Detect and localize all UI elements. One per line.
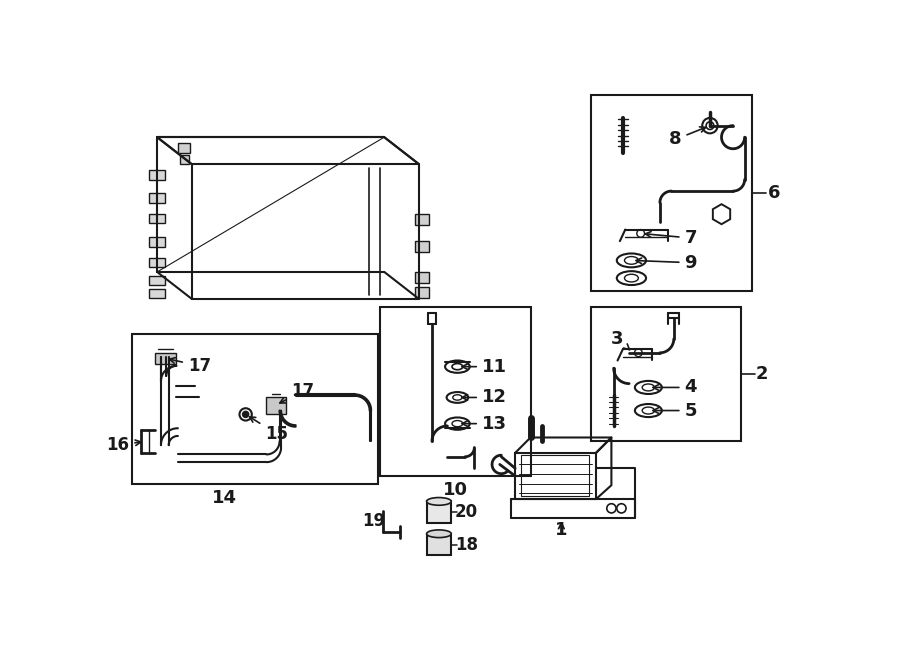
Bar bbox=[149, 214, 165, 224]
Bar bbox=[178, 142, 190, 154]
Circle shape bbox=[243, 411, 248, 418]
Bar bbox=[149, 289, 165, 298]
Bar bbox=[427, 534, 451, 555]
Text: 16: 16 bbox=[106, 436, 141, 454]
Bar bbox=[180, 155, 189, 164]
Bar bbox=[427, 501, 451, 523]
Text: 19: 19 bbox=[362, 512, 385, 530]
Bar bbox=[149, 170, 165, 179]
Bar bbox=[415, 241, 429, 252]
Text: 18: 18 bbox=[455, 536, 478, 553]
Text: 13: 13 bbox=[462, 414, 507, 433]
Text: 15: 15 bbox=[249, 417, 288, 443]
Ellipse shape bbox=[427, 498, 451, 505]
Text: 9: 9 bbox=[636, 254, 697, 271]
Bar bbox=[521, 455, 590, 496]
Bar bbox=[149, 276, 165, 285]
Bar bbox=[149, 193, 165, 203]
Bar bbox=[266, 397, 285, 414]
Text: 8: 8 bbox=[669, 127, 706, 148]
Text: 3: 3 bbox=[611, 330, 630, 350]
Text: 1: 1 bbox=[555, 521, 568, 539]
Text: 20: 20 bbox=[455, 503, 478, 521]
Bar bbox=[415, 272, 429, 283]
Text: 5: 5 bbox=[653, 402, 697, 420]
Bar bbox=[131, 334, 378, 484]
Text: 12: 12 bbox=[462, 389, 507, 406]
Text: 17: 17 bbox=[280, 382, 314, 403]
Bar bbox=[415, 214, 429, 225]
Bar bbox=[155, 353, 176, 363]
Text: 14: 14 bbox=[212, 489, 237, 506]
Text: 4: 4 bbox=[653, 379, 697, 397]
Text: 10: 10 bbox=[443, 481, 468, 499]
Text: 2: 2 bbox=[756, 365, 769, 383]
Bar bbox=[415, 287, 429, 298]
Text: 7: 7 bbox=[645, 229, 697, 247]
Bar bbox=[590, 307, 741, 442]
Bar bbox=[590, 95, 752, 291]
Text: 17: 17 bbox=[169, 357, 211, 375]
Text: 6: 6 bbox=[768, 183, 780, 202]
Bar bbox=[149, 237, 165, 246]
Ellipse shape bbox=[427, 530, 451, 538]
Text: 11: 11 bbox=[462, 357, 507, 375]
Bar bbox=[149, 258, 165, 267]
Bar bbox=[381, 307, 531, 476]
